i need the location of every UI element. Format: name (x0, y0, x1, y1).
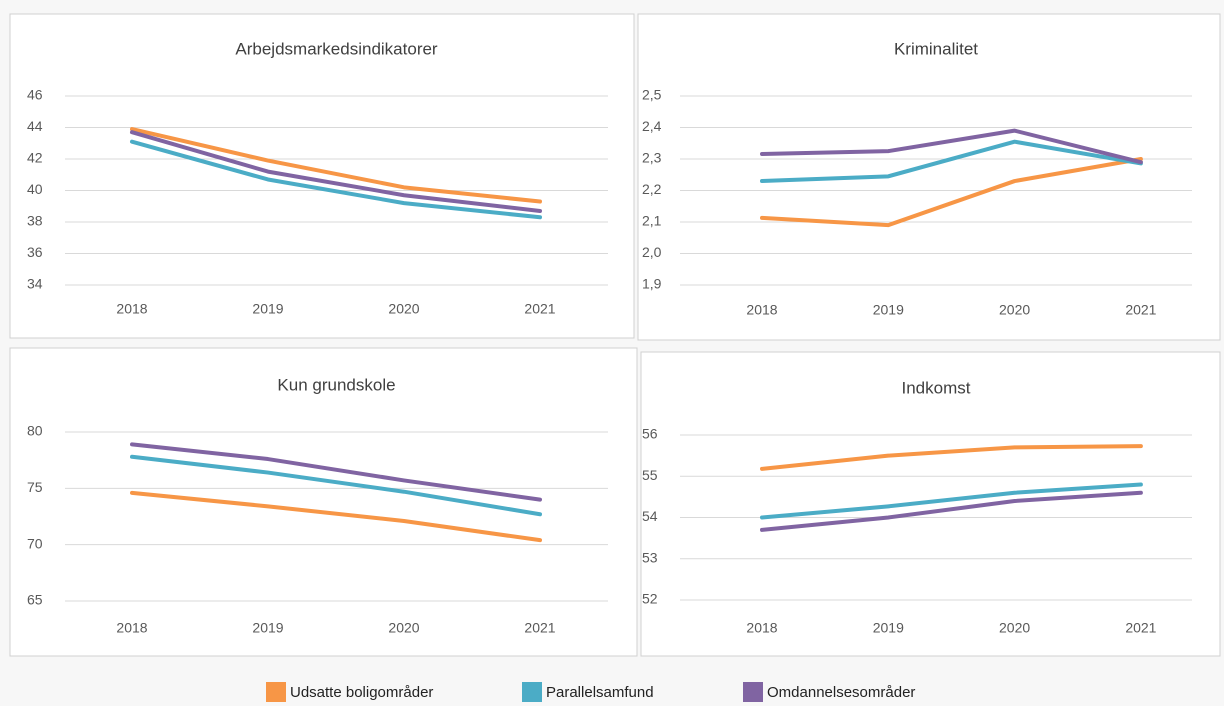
y-tick-label: 2,4 (642, 118, 662, 134)
x-tick-label: 2019 (252, 301, 283, 317)
x-tick-label: 2021 (524, 301, 555, 317)
legend-swatch (522, 682, 542, 702)
panel (637, 13, 1221, 341)
y-tick-label: 75 (27, 479, 43, 495)
chart-title: Indkomst (902, 378, 971, 397)
x-tick-label: 2020 (388, 620, 419, 636)
series-line (760, 157, 1143, 228)
x-tick-label: 2018 (746, 302, 777, 318)
x-tick-label: 2021 (524, 620, 555, 636)
x-tick-label: 2020 (999, 302, 1030, 318)
series-line (130, 139, 542, 220)
series-line (130, 442, 542, 502)
x-tick-label: 2019 (873, 302, 904, 318)
series-line (130, 127, 542, 204)
panel (9, 13, 635, 339)
y-tick-label: 80 (27, 423, 43, 439)
series-line (760, 444, 1143, 471)
chart-title: Kun grundskole (277, 375, 395, 394)
y-tick-label: 56 (642, 426, 658, 442)
y-tick-label: 40 (27, 181, 43, 197)
x-tick-label: 2020 (999, 620, 1030, 636)
y-tick-label: 42 (27, 150, 43, 166)
series-line (130, 130, 542, 213)
y-tick-label: 38 (27, 213, 43, 229)
y-tick-label: 36 (27, 244, 43, 260)
y-tick-label: 34 (27, 276, 43, 292)
x-tick-label: 2019 (873, 620, 904, 636)
y-tick-label: 52 (642, 591, 658, 607)
y-tick-label: 70 (27, 535, 43, 551)
legend-label: Omdannelsesområder (767, 684, 915, 701)
y-tick-label: 2,2 (642, 181, 662, 197)
series-line (760, 490, 1143, 532)
series-line (130, 490, 542, 543)
panel (640, 351, 1221, 657)
x-tick-label: 2019 (252, 620, 283, 636)
x-tick-label: 2020 (388, 301, 419, 317)
chart-title: Arbejdsmarkedsindikatorer (235, 39, 438, 58)
legend-label: Parallelsamfund (546, 684, 654, 701)
x-tick-label: 2018 (746, 620, 777, 636)
x-tick-label: 2021 (1125, 620, 1156, 636)
legend-swatch (266, 682, 286, 702)
series-line (130, 454, 542, 517)
y-tick-label: 46 (27, 87, 43, 103)
y-tick-label: 54 (642, 508, 658, 524)
y-tick-label: 44 (27, 118, 43, 134)
y-tick-label: 65 (27, 592, 43, 608)
y-tick-label: 53 (642, 549, 658, 565)
y-tick-label: 2,5 (642, 87, 662, 103)
legend-swatch (743, 682, 763, 702)
y-tick-label: 55 (642, 467, 658, 483)
series-line (760, 128, 1143, 165)
x-tick-label: 2018 (116, 620, 147, 636)
y-tick-label: 1,9 (642, 276, 662, 292)
legend-label: Udsatte boligområder (290, 684, 433, 701)
x-tick-label: 2018 (116, 301, 147, 317)
panel (9, 347, 638, 657)
y-tick-label: 2,3 (642, 150, 662, 166)
y-tick-label: 2,0 (642, 244, 662, 260)
series-line (760, 139, 1143, 184)
chart-title: Kriminalitet (894, 39, 978, 58)
y-tick-label: 2,1 (642, 213, 662, 229)
series-line (760, 482, 1143, 520)
x-tick-label: 2021 (1125, 302, 1156, 318)
